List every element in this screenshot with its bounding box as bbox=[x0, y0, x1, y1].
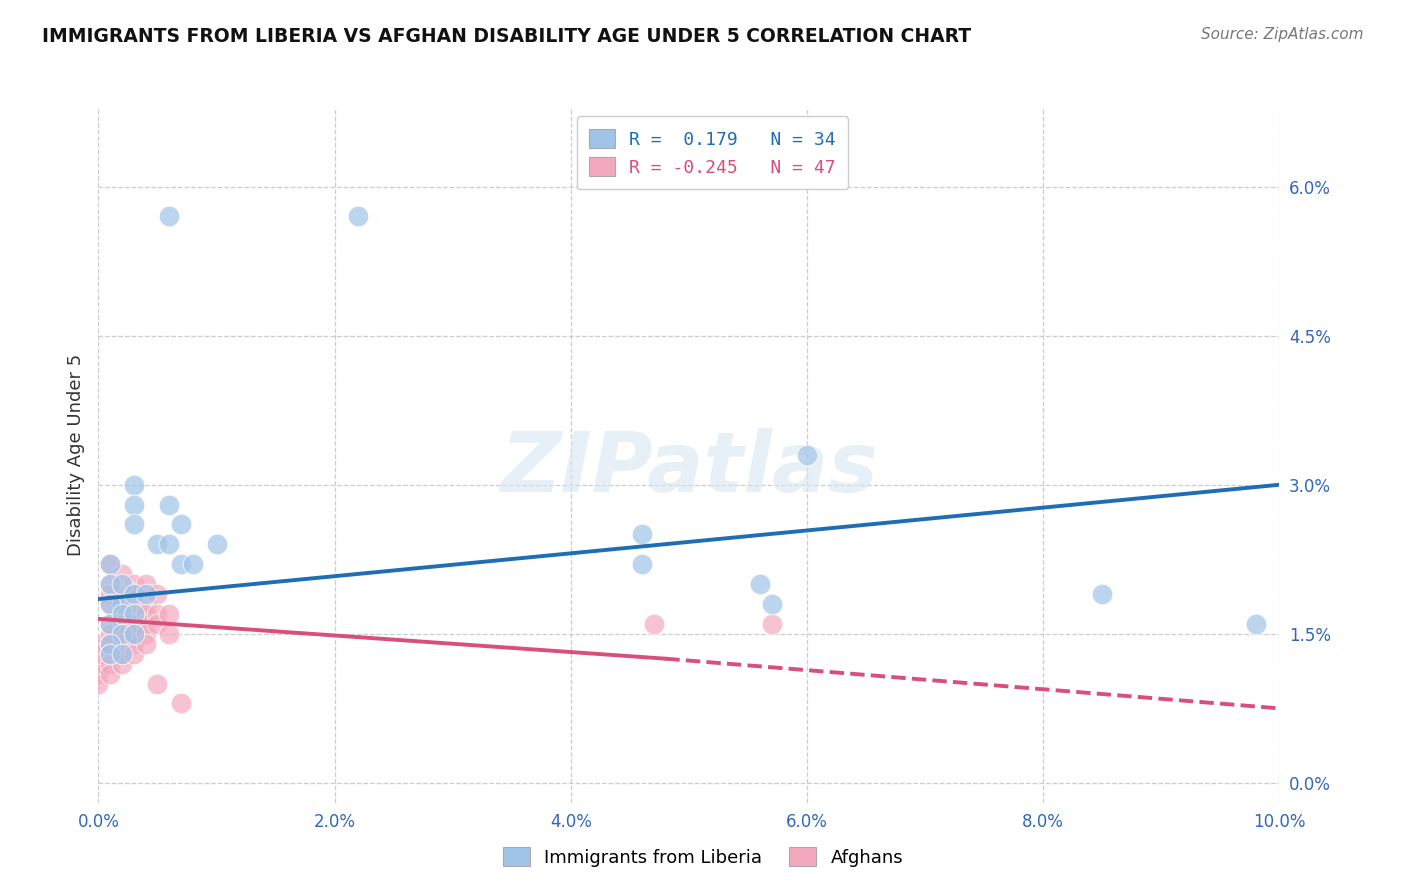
Legend: Immigrants from Liberia, Afghans: Immigrants from Liberia, Afghans bbox=[495, 840, 911, 874]
Point bbox=[146, 607, 169, 621]
Point bbox=[111, 647, 134, 661]
Point bbox=[643, 616, 665, 631]
Point bbox=[146, 676, 169, 690]
Point bbox=[111, 597, 134, 611]
Point bbox=[761, 597, 783, 611]
Point bbox=[111, 597, 134, 611]
Point bbox=[111, 627, 134, 641]
Point bbox=[87, 676, 110, 690]
Point bbox=[630, 527, 652, 541]
Point bbox=[146, 587, 169, 601]
Point bbox=[157, 607, 180, 621]
Text: Source: ZipAtlas.com: Source: ZipAtlas.com bbox=[1201, 27, 1364, 42]
Point bbox=[135, 607, 157, 621]
Point bbox=[122, 498, 145, 512]
Point bbox=[135, 587, 157, 601]
Point bbox=[111, 647, 134, 661]
Point bbox=[111, 607, 134, 621]
Point bbox=[122, 627, 145, 641]
Point bbox=[87, 647, 110, 661]
Point bbox=[135, 577, 157, 591]
Point bbox=[98, 647, 121, 661]
Point bbox=[135, 616, 157, 631]
Point bbox=[98, 637, 121, 651]
Point bbox=[111, 627, 134, 641]
Point bbox=[111, 657, 134, 671]
Legend: R =  0.179   N = 34, R = -0.245   N = 47: R = 0.179 N = 34, R = -0.245 N = 47 bbox=[576, 116, 848, 189]
Point bbox=[87, 637, 110, 651]
Point bbox=[135, 597, 157, 611]
Point bbox=[146, 537, 169, 551]
Point bbox=[122, 587, 145, 601]
Point bbox=[1244, 616, 1267, 631]
Point bbox=[98, 657, 121, 671]
Point bbox=[122, 637, 145, 651]
Point bbox=[122, 477, 145, 491]
Point bbox=[122, 647, 145, 661]
Point bbox=[630, 558, 652, 572]
Point bbox=[146, 616, 169, 631]
Point bbox=[761, 616, 783, 631]
Point bbox=[98, 558, 121, 572]
Point bbox=[122, 577, 145, 591]
Point bbox=[122, 607, 145, 621]
Point bbox=[122, 597, 145, 611]
Point bbox=[111, 616, 134, 631]
Point bbox=[205, 537, 228, 551]
Point bbox=[122, 607, 145, 621]
Point bbox=[157, 627, 180, 641]
Point bbox=[170, 697, 193, 711]
Point bbox=[98, 597, 121, 611]
Point bbox=[157, 537, 180, 551]
Point bbox=[98, 616, 121, 631]
Point bbox=[98, 577, 121, 591]
Point bbox=[98, 558, 121, 572]
Text: IMMIGRANTS FROM LIBERIA VS AFGHAN DISABILITY AGE UNDER 5 CORRELATION CHART: IMMIGRANTS FROM LIBERIA VS AFGHAN DISABI… bbox=[42, 27, 972, 45]
Point bbox=[98, 616, 121, 631]
Point bbox=[1091, 587, 1114, 601]
Point bbox=[122, 517, 145, 532]
Point bbox=[170, 558, 193, 572]
Point bbox=[157, 498, 180, 512]
Point bbox=[135, 627, 157, 641]
Point bbox=[98, 637, 121, 651]
Point bbox=[181, 558, 204, 572]
Point bbox=[748, 577, 770, 591]
Point bbox=[347, 210, 370, 224]
Point bbox=[111, 567, 134, 582]
Point bbox=[98, 587, 121, 601]
Point bbox=[98, 597, 121, 611]
Point bbox=[111, 587, 134, 601]
Text: ZIPatlas: ZIPatlas bbox=[501, 428, 877, 509]
Point bbox=[157, 210, 180, 224]
Point bbox=[87, 666, 110, 681]
Point bbox=[122, 587, 145, 601]
Point bbox=[111, 637, 134, 651]
Point bbox=[98, 577, 121, 591]
Y-axis label: Disability Age Under 5: Disability Age Under 5 bbox=[66, 354, 84, 556]
Point bbox=[98, 627, 121, 641]
Point bbox=[111, 577, 134, 591]
Point bbox=[98, 647, 121, 661]
Point bbox=[796, 448, 818, 462]
Point bbox=[111, 607, 134, 621]
Point bbox=[122, 627, 145, 641]
Point bbox=[87, 657, 110, 671]
Point bbox=[170, 517, 193, 532]
Point bbox=[135, 637, 157, 651]
Point bbox=[98, 666, 121, 681]
Point bbox=[122, 616, 145, 631]
